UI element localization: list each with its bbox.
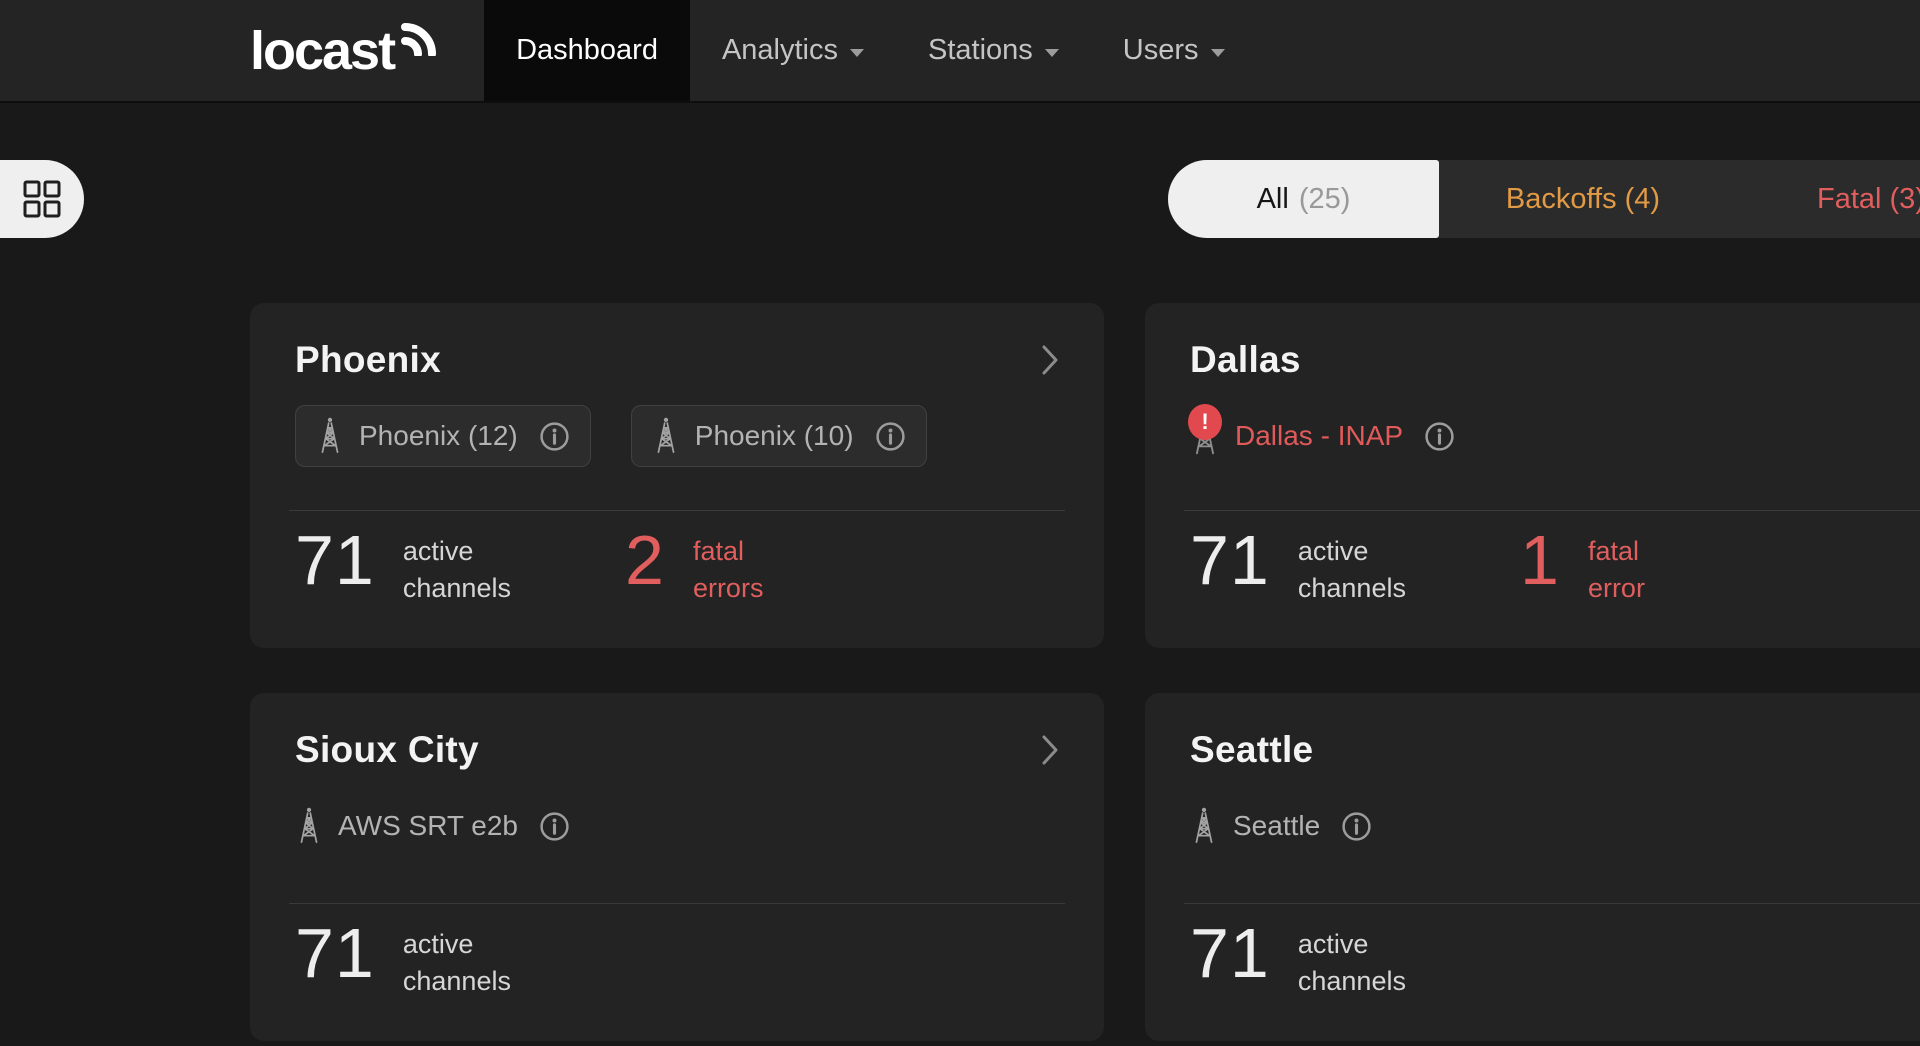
active-channels-stat: 71 active channels xyxy=(1190,914,1520,1041)
fatal-errors-stat: 2 fatal errors xyxy=(625,521,764,648)
card-header: Seattle xyxy=(1190,729,1920,771)
chevron-down-icon xyxy=(1210,48,1225,57)
info-icon[interactable] xyxy=(1341,811,1372,842)
card-stats: 71 active channels 2 fatal errors xyxy=(295,511,1059,648)
market-card-phoenix[interactable]: Phoenix Phoenix (12) xyxy=(250,303,1104,648)
card-divider xyxy=(1184,510,1920,511)
stat-value: 71 xyxy=(295,914,375,992)
station-list: Seattle xyxy=(1190,795,1920,857)
chevron-down-icon xyxy=(850,48,864,57)
station-tag-alert[interactable]: ! Dallas - INAP xyxy=(1188,404,1455,467)
broadcast-tower-icon xyxy=(652,416,680,456)
card-title: Sioux City xyxy=(295,729,479,770)
stat-label: active channels xyxy=(1297,536,1406,603)
stat-label: fatal error xyxy=(1587,536,1645,603)
station-tag[interactable]: AWS SRT e2b xyxy=(295,795,570,857)
nav-item-dashboard[interactable]: Dashboard xyxy=(484,0,690,101)
station-name: AWS SRT e2b xyxy=(338,810,519,841)
filter-tab-bar: All (25) Backoffs (4) Fatal (3) xyxy=(1168,160,1920,238)
station-name: Phoenix (12) xyxy=(359,420,518,451)
card-stats: 71 active channels 1 fatal error xyxy=(1190,511,1920,648)
broadcast-tower-icon xyxy=(295,806,323,846)
grid-icon xyxy=(23,180,61,218)
tab-label: Backoffs (4) xyxy=(1505,182,1661,215)
card-stats: 71 active channels xyxy=(295,904,1059,1041)
station-name: Seattle xyxy=(1233,810,1321,841)
card-title: Phoenix xyxy=(295,339,442,380)
tab-all[interactable]: All (25) xyxy=(1168,160,1439,238)
nav-item-analytics[interactable]: Analytics xyxy=(690,0,896,101)
info-icon[interactable] xyxy=(539,811,570,842)
nav-item-stations[interactable]: Stations xyxy=(896,0,1091,101)
chevron-right-icon[interactable] xyxy=(1041,734,1059,766)
tab-fatal[interactable]: Fatal (3) xyxy=(1727,160,1920,238)
card-divider xyxy=(289,510,1065,511)
info-icon[interactable] xyxy=(539,421,570,452)
stat-value: 71 xyxy=(295,521,375,599)
info-icon[interactable] xyxy=(1424,421,1455,452)
station-tag[interactable]: Phoenix (10) xyxy=(630,405,927,467)
market-card-dallas[interactable]: Dallas ! Dallas - INAP xyxy=(1145,303,1920,648)
stat-value: 71 xyxy=(1190,914,1270,992)
card-divider xyxy=(289,903,1065,904)
station-name: Dallas - INAP xyxy=(1235,420,1404,451)
top-navigation: locast Dashboard Analytics Stations User… xyxy=(0,0,1920,103)
broadcast-tower-icon: ! xyxy=(1188,404,1222,458)
station-list: ! Dallas - INAP xyxy=(1188,404,1920,467)
stat-value: 2 xyxy=(625,521,665,599)
nav-item-label: Users xyxy=(1122,34,1199,66)
nav-item-label: Stations xyxy=(928,34,1033,66)
locast-logo[interactable]: locast xyxy=(250,0,442,101)
radio-waves-icon xyxy=(401,22,437,56)
chevron-right-icon[interactable] xyxy=(1041,344,1059,376)
market-card-sioux-city[interactable]: Sioux City AWS SRT e2b xyxy=(250,693,1104,1041)
card-divider xyxy=(1184,903,1920,904)
tab-label: Fatal (3) xyxy=(1817,182,1920,215)
main-menu: Dashboard Analytics Stations Users xyxy=(484,0,1256,101)
stat-label: active channels xyxy=(402,929,511,996)
nav-item-users[interactable]: Users xyxy=(1091,0,1257,101)
stat-value: 1 xyxy=(1520,521,1560,599)
active-channels-stat: 71 active channels xyxy=(295,521,625,648)
chevron-down-icon xyxy=(1044,48,1059,57)
card-header: Phoenix xyxy=(295,339,1059,381)
station-tag[interactable]: Seattle xyxy=(1190,795,1372,857)
market-card-seattle[interactable]: Seattle Seattle 71 xyxy=(1145,693,1920,1041)
info-icon[interactable] xyxy=(875,421,906,452)
tab-count: (25) xyxy=(1298,182,1351,215)
card-header: Sioux City xyxy=(295,729,1059,771)
card-title: Dallas xyxy=(1190,339,1301,380)
station-list: Phoenix (12) Phoenix (10) xyxy=(295,405,1059,467)
broadcast-tower-icon xyxy=(316,416,344,456)
stat-value: 71 xyxy=(1190,521,1270,599)
stat-label: active channels xyxy=(402,536,511,603)
card-stats: 71 active channels xyxy=(1190,904,1920,1041)
station-list: AWS SRT e2b xyxy=(295,795,1059,857)
nav-item-label: Analytics xyxy=(721,34,838,66)
tab-backoffs[interactable]: Backoffs (4) xyxy=(1439,160,1727,238)
station-name: Phoenix (10) xyxy=(694,420,854,451)
alert-badge-icon: ! xyxy=(1188,404,1222,440)
active-channels-stat: 71 active channels xyxy=(295,914,625,1041)
nav-item-label: Dashboard xyxy=(516,34,658,66)
grid-view-button[interactable] xyxy=(0,160,84,238)
market-cards-grid: Phoenix Phoenix (12) xyxy=(250,303,1920,1041)
active-channels-stat: 71 active channels xyxy=(1190,521,1520,648)
stat-label: active channels xyxy=(1297,929,1406,996)
station-tag[interactable]: Phoenix (12) xyxy=(295,405,591,467)
card-title: Seattle xyxy=(1190,729,1314,770)
card-header: Dallas xyxy=(1190,339,1920,381)
stat-label: fatal errors xyxy=(692,536,764,603)
locast-logo-text: locast xyxy=(250,20,396,81)
tab-label: All xyxy=(1256,182,1289,215)
fatal-errors-stat: 1 fatal error xyxy=(1520,521,1645,648)
broadcast-tower-icon xyxy=(1190,806,1218,846)
